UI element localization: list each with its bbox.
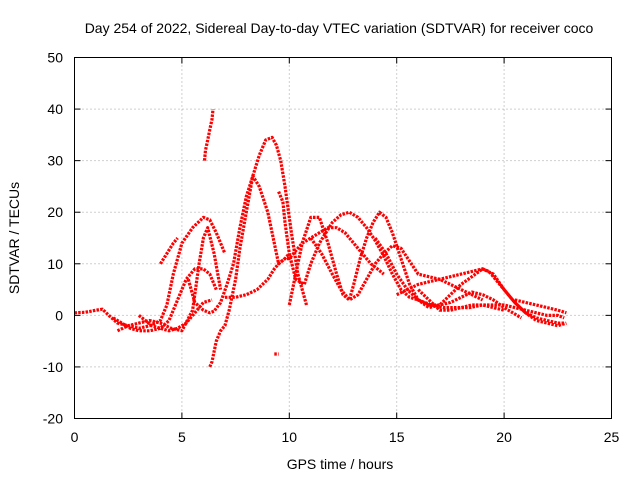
y-tick-label: 10 xyxy=(47,256,63,272)
series-arc-16 xyxy=(514,298,567,315)
y-tick-label: 20 xyxy=(47,204,63,220)
x-tick-label: 20 xyxy=(496,429,512,445)
y-axis-label: SDTVAR / TECUs xyxy=(6,182,22,294)
series-arc-1 xyxy=(74,215,227,330)
series-arc-13 xyxy=(373,237,523,320)
y-tick-label: -10 xyxy=(43,359,63,375)
series-arc-4 xyxy=(137,298,213,333)
x-axis-label: GPS time / hours xyxy=(287,456,394,472)
series-arc-2 xyxy=(112,267,218,333)
x-tick-label: 15 xyxy=(389,429,405,445)
x-tick-label: 10 xyxy=(282,429,298,445)
series-arc-12 xyxy=(309,237,484,302)
series-arc-3 xyxy=(116,226,223,333)
series-arc-11 xyxy=(287,210,565,325)
y-tick-label: 0 xyxy=(55,307,63,323)
y-tick-label: -20 xyxy=(43,411,63,427)
x-tick-labels: 0 5 10 15 20 25 xyxy=(71,429,620,445)
y-tick-label: 50 xyxy=(47,50,63,66)
series-arc-14 xyxy=(396,267,567,328)
y-tick-label: 40 xyxy=(47,101,63,117)
series-arc-6 xyxy=(186,135,309,315)
grid-lines xyxy=(74,57,612,419)
chart-title: Day 254 of 2022, Sidereal Day-to-day VTE… xyxy=(85,20,594,36)
y-tick-labels: -20 -10 0 10 20 30 40 50 xyxy=(43,50,63,427)
data-series xyxy=(74,108,567,368)
y-tick-label: 30 xyxy=(47,153,63,169)
x-tick-label: 5 xyxy=(178,429,186,445)
plot-frame xyxy=(74,57,612,419)
series-arc-8 xyxy=(208,174,291,368)
series-arc-10 xyxy=(277,190,565,320)
x-tick-label: 0 xyxy=(71,429,79,445)
series-arc-15 xyxy=(417,288,505,312)
axis-ticks xyxy=(74,57,612,419)
series-arc-7 xyxy=(202,108,215,161)
series-arc-5 xyxy=(159,236,179,265)
x-tick-label: 25 xyxy=(604,429,620,445)
